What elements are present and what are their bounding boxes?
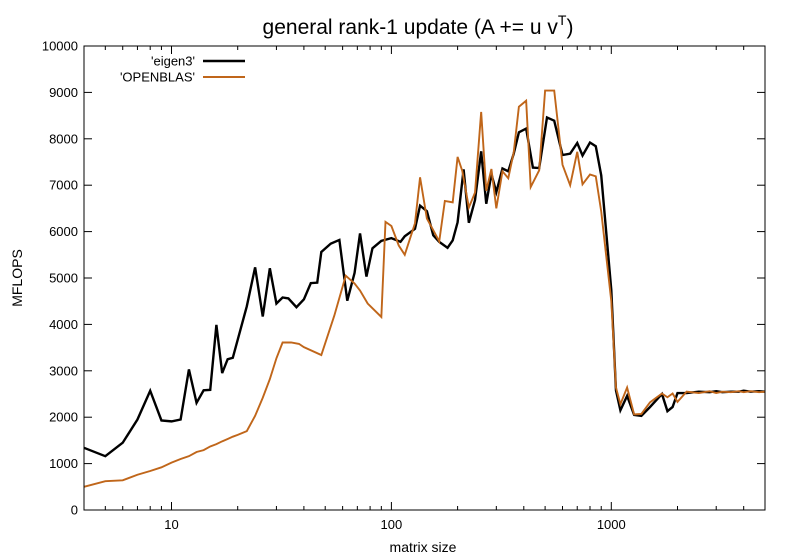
- x-tick-label: 10: [164, 517, 178, 532]
- chart-title-superscript: T: [558, 12, 567, 28]
- y-axis-title: MFLOPS: [9, 249, 25, 307]
- y-tick-label: 9000: [49, 85, 78, 100]
- chart-title-main: general rank-1 update (A += u v: [263, 16, 559, 39]
- y-tick-label: 2000: [49, 410, 78, 425]
- y-tick-label: 6000: [49, 224, 78, 239]
- y-tick-label: 7000: [49, 178, 78, 193]
- y-tick-label: 3000: [49, 363, 78, 378]
- x-tick-label: 100: [381, 517, 403, 532]
- y-tick-label: 8000: [49, 131, 78, 146]
- plot-area: 0 1000 2000 3000 4000 5000 6000 7000 8000 9000 100…: [42, 39, 766, 532]
- legend-label-1: 'OPENBLAS': [120, 70, 195, 85]
- y-tick-label: 5000: [49, 271, 78, 286]
- y-tick-label: 4000: [49, 317, 78, 332]
- chart-title: general rank-1 update (A += u vT): [263, 12, 574, 39]
- series-line-0: [83, 115, 766, 458]
- legend-label-0: 'eigen3': [151, 54, 195, 69]
- chart-title-suffix: ): [566, 16, 573, 39]
- y-tick-label: 10000: [42, 39, 78, 54]
- series-line-1: [83, 89, 766, 488]
- x-axis-title: matrix size: [390, 539, 457, 555]
- plot-frame: [83, 45, 766, 511]
- x-tick-label: 1000: [597, 517, 626, 532]
- y-tick-label: 1000: [49, 456, 78, 471]
- y-tick-label: 0: [71, 503, 78, 518]
